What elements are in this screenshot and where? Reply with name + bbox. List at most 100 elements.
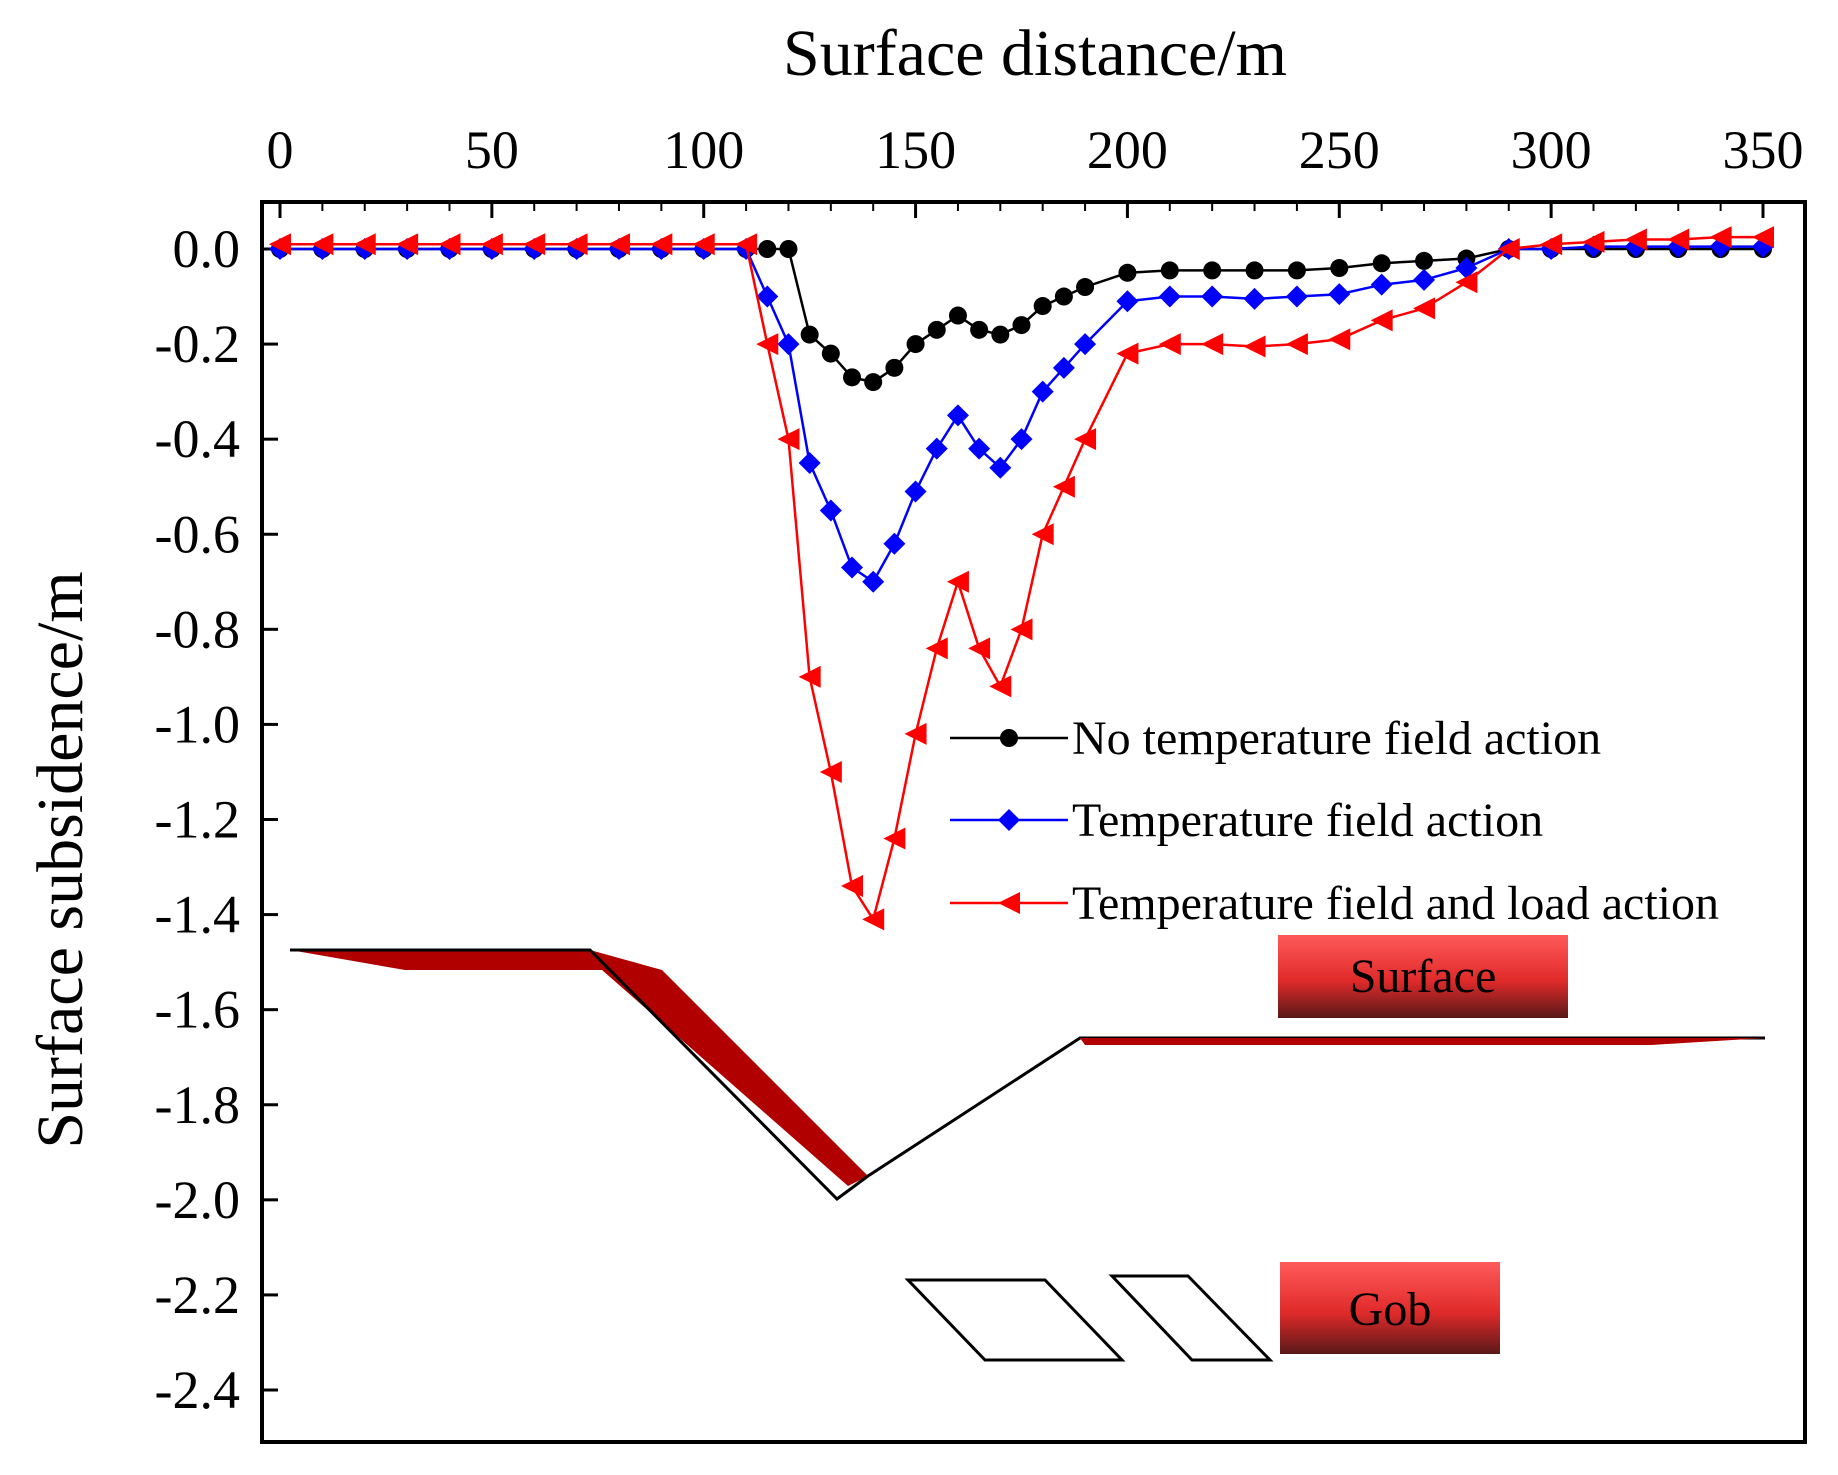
data-point — [968, 637, 991, 660]
data-point — [1370, 273, 1393, 296]
data-point — [1010, 618, 1033, 641]
data-point — [989, 675, 1012, 698]
data-point — [798, 451, 821, 474]
data-point — [1413, 268, 1436, 291]
data-point — [1243, 335, 1266, 358]
data-point — [989, 456, 1012, 479]
y-tick-label: -1.6 — [155, 980, 240, 1040]
x-tick-label: 200 — [1087, 120, 1168, 180]
data-point — [819, 499, 842, 522]
data-point — [1031, 380, 1054, 403]
legend-marker — [998, 809, 1020, 831]
data-point — [906, 335, 925, 354]
y-axis-ticks: 0.0 -0.2 -0.4 -0.6 -0.8 -1.0 -1.2 -1.4 -1.6 -1.8 -… — [155, 219, 278, 1420]
series-line — [280, 247, 1763, 384]
data-point — [692, 233, 715, 256]
data-point — [927, 320, 946, 339]
surface-label: Surface — [1350, 950, 1497, 1003]
data-point — [1667, 228, 1690, 251]
data-point — [1158, 285, 1181, 308]
data-point — [925, 437, 948, 460]
data-point — [1201, 333, 1224, 356]
series-1 — [271, 240, 1772, 392]
x-axis-ticks: 0 50 100 150 200 250 300 350 — [267, 120, 1804, 218]
legend-marker — [1000, 729, 1018, 747]
legend-marker — [998, 892, 1020, 914]
data-point — [650, 233, 673, 256]
surface-label-box — [1278, 935, 1568, 1018]
data-point — [269, 233, 291, 256]
y-tick-label: -1.2 — [155, 790, 240, 850]
data-point — [946, 570, 969, 593]
data-point — [1076, 278, 1095, 297]
data-point — [885, 358, 904, 377]
data-point — [1012, 316, 1031, 335]
data-point — [353, 233, 376, 256]
x-tick-label: 150 — [875, 120, 956, 180]
legend-label: No temperature field action — [1072, 712, 1601, 765]
data-point — [1285, 333, 1308, 356]
data-point — [1074, 333, 1097, 356]
y-tick-label: -2.0 — [155, 1170, 240, 1230]
data-point — [1010, 428, 1033, 451]
data-point — [1245, 261, 1264, 280]
surface-layer-shape — [290, 950, 868, 1186]
data-point — [1160, 261, 1179, 280]
data-point — [946, 404, 969, 427]
data-point — [396, 233, 419, 256]
data-point — [1116, 290, 1139, 313]
data-point — [883, 827, 906, 850]
surface-profile-diagram: Surface — [290, 935, 1765, 1201]
data-point — [1328, 283, 1351, 306]
series-2 — [269, 235, 1774, 593]
x-tick-label: 0 — [267, 120, 294, 180]
data-point — [925, 637, 948, 660]
data-point — [904, 480, 927, 503]
x-tick-label: 350 — [1723, 120, 1804, 180]
data-point — [756, 333, 779, 356]
data-point — [311, 233, 334, 256]
data-point — [1455, 271, 1478, 294]
data-point — [883, 532, 906, 555]
data-point — [1158, 333, 1181, 356]
y-axis-title: Surface subsidence/m — [24, 571, 97, 1148]
data-point — [1497, 238, 1520, 260]
data-point — [841, 875, 864, 898]
data-point — [864, 373, 883, 392]
surface-layer-right-shape — [1080, 1038, 1765, 1045]
data-point — [991, 325, 1010, 344]
data-point — [1033, 297, 1052, 316]
data-point — [779, 240, 798, 258]
data-point — [758, 240, 777, 258]
data-point — [970, 320, 989, 339]
gob-diagram: Gob — [904, 1262, 1500, 1362]
data-point — [607, 233, 630, 256]
gob-shape-left — [904, 1278, 1126, 1362]
y-tick-label: -0.8 — [155, 599, 240, 659]
y-tick-label: -2.2 — [155, 1265, 240, 1325]
y-tick-label: -1.0 — [155, 694, 240, 754]
series-line — [280, 245, 1763, 584]
y-tick-label: -1.4 — [155, 885, 240, 945]
data-point — [1582, 230, 1605, 253]
data-point — [1054, 287, 1073, 306]
data-point — [800, 325, 819, 344]
data-point — [523, 233, 546, 256]
gob-label: Gob — [1349, 1283, 1432, 1336]
gob-shape-right — [1108, 1274, 1274, 1362]
legend: No temperature field action Temperature f… — [950, 712, 1719, 930]
y-tick-label: 0.0 — [173, 219, 241, 279]
data-point — [756, 285, 779, 308]
data-point — [1203, 261, 1222, 280]
y-tick-label: -1.8 — [155, 1075, 240, 1135]
data-point — [1709, 226, 1732, 249]
data-point — [1285, 285, 1308, 308]
data-point — [1372, 254, 1391, 273]
data-point — [1052, 475, 1075, 498]
data-point — [1415, 251, 1434, 270]
data-point — [1455, 257, 1478, 280]
series-3 — [269, 226, 1774, 931]
x-tick-label: 100 — [663, 120, 744, 180]
legend-label: Temperature field and load action — [1072, 877, 1719, 930]
